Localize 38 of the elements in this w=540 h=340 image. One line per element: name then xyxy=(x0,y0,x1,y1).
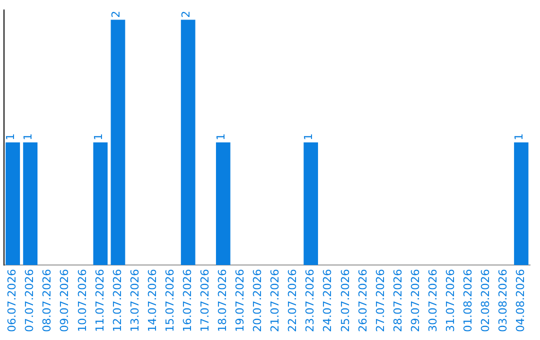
data-label: 1 xyxy=(92,133,105,140)
x-tick-label: 07.07.2026 xyxy=(23,269,36,332)
x-tick-label: 01.08.2026 xyxy=(461,269,474,332)
data-label: 1 xyxy=(302,133,316,140)
data-label: 1 xyxy=(512,133,526,140)
x-tick-label: 13.07.2026 xyxy=(128,269,142,332)
x-tick-label: 17.07.2026 xyxy=(198,269,212,332)
x-tick-label: 09.07.2026 xyxy=(58,269,72,332)
x-tick-label: 23.07.2026 xyxy=(304,269,317,332)
x-tick-label: 28.07.2026 xyxy=(391,269,404,332)
x-tick-label: 02.08.2026 xyxy=(479,269,492,332)
data-label: 1 xyxy=(4,133,18,140)
x-tick-label: 30.07.2026 xyxy=(426,269,440,332)
x-tick-label: 08.07.2026 xyxy=(40,269,54,332)
x-tick-label: 16.07.2026 xyxy=(180,269,194,332)
data-label: 2 xyxy=(109,10,122,18)
x-tick-label: 12.07.2026 xyxy=(110,269,124,332)
x-tick-label: 10.07.2026 xyxy=(76,269,89,332)
x-tick-label: 21.07.2026 xyxy=(268,269,282,332)
x-tick-label: 26.07.2026 xyxy=(356,269,370,332)
x-tick-label: 14.07.2026 xyxy=(146,269,159,332)
x-tick-label: 25.07.2026 xyxy=(338,269,352,332)
x-tick-label: 04.08.2026 xyxy=(514,269,528,332)
x-tick-label: 24.07.2026 xyxy=(321,269,334,332)
data-label: 2 xyxy=(179,10,192,18)
x-tick-label: 15.07.2026 xyxy=(163,269,176,332)
x-tick-label: 06.07.2026 xyxy=(6,269,19,332)
x-tick-label: 29.07.2026 xyxy=(408,269,422,332)
x-tick-label: 20.07.2026 xyxy=(251,269,264,332)
data-label: 1 xyxy=(214,133,228,140)
x-tick-label: 19.07.2026 xyxy=(234,269,247,332)
x-tick-label: 11.07.2026 xyxy=(93,269,106,332)
x-tick-label: 22.07.2026 xyxy=(286,269,300,332)
x-tick-label: 18.07.2026 xyxy=(216,269,230,332)
data-label: 1 xyxy=(22,133,35,140)
x-tick-label: 31.07.2026 xyxy=(444,269,457,332)
x-tick-label: 27.07.2026 xyxy=(374,269,387,332)
x-tick-label: 03.08.2026 xyxy=(496,269,510,332)
